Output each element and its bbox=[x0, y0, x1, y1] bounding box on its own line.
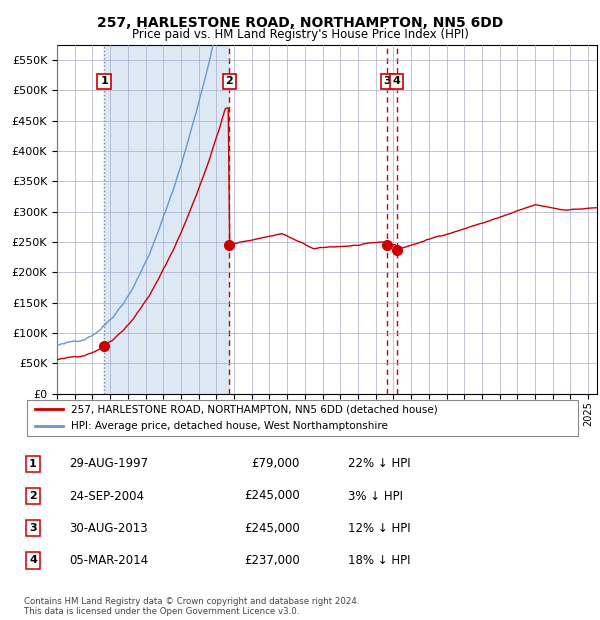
Text: 05-MAR-2014: 05-MAR-2014 bbox=[69, 554, 148, 567]
Text: 257, HARLESTONE ROAD, NORTHAMPTON, NN5 6DD (detached house): 257, HARLESTONE ROAD, NORTHAMPTON, NN5 6… bbox=[71, 404, 438, 414]
Text: £245,000: £245,000 bbox=[244, 490, 300, 502]
Text: HPI: Average price, detached house, West Northamptonshire: HPI: Average price, detached house, West… bbox=[71, 422, 388, 432]
Text: 12% ↓ HPI: 12% ↓ HPI bbox=[348, 522, 410, 534]
Text: 2: 2 bbox=[226, 76, 233, 86]
Text: 29-AUG-1997: 29-AUG-1997 bbox=[69, 458, 148, 470]
Text: 3: 3 bbox=[29, 523, 37, 533]
Text: 257, HARLESTONE ROAD, NORTHAMPTON, NN5 6DD: 257, HARLESTONE ROAD, NORTHAMPTON, NN5 6… bbox=[97, 16, 503, 30]
Text: 30-AUG-2013: 30-AUG-2013 bbox=[69, 522, 148, 534]
Text: 3: 3 bbox=[383, 76, 391, 86]
Text: This data is licensed under the Open Government Licence v3.0.: This data is licensed under the Open Gov… bbox=[24, 606, 299, 616]
Bar bbox=[104, 45, 229, 394]
Text: 22% ↓ HPI: 22% ↓ HPI bbox=[348, 458, 410, 470]
Text: £79,000: £79,000 bbox=[251, 458, 300, 470]
Text: 4: 4 bbox=[392, 76, 401, 86]
Text: 18% ↓ HPI: 18% ↓ HPI bbox=[348, 554, 410, 567]
Text: £237,000: £237,000 bbox=[244, 554, 300, 567]
Text: £245,000: £245,000 bbox=[244, 522, 300, 534]
Text: 2: 2 bbox=[29, 491, 37, 501]
Text: 1: 1 bbox=[100, 76, 108, 86]
Text: Price paid vs. HM Land Registry's House Price Index (HPI): Price paid vs. HM Land Registry's House … bbox=[131, 28, 469, 41]
Text: 24-SEP-2004: 24-SEP-2004 bbox=[69, 490, 144, 502]
Text: 3% ↓ HPI: 3% ↓ HPI bbox=[348, 490, 403, 502]
FancyBboxPatch shape bbox=[27, 400, 578, 436]
Text: 4: 4 bbox=[29, 556, 37, 565]
Text: 1: 1 bbox=[29, 459, 37, 469]
Text: Contains HM Land Registry data © Crown copyright and database right 2024.: Contains HM Land Registry data © Crown c… bbox=[24, 597, 359, 606]
